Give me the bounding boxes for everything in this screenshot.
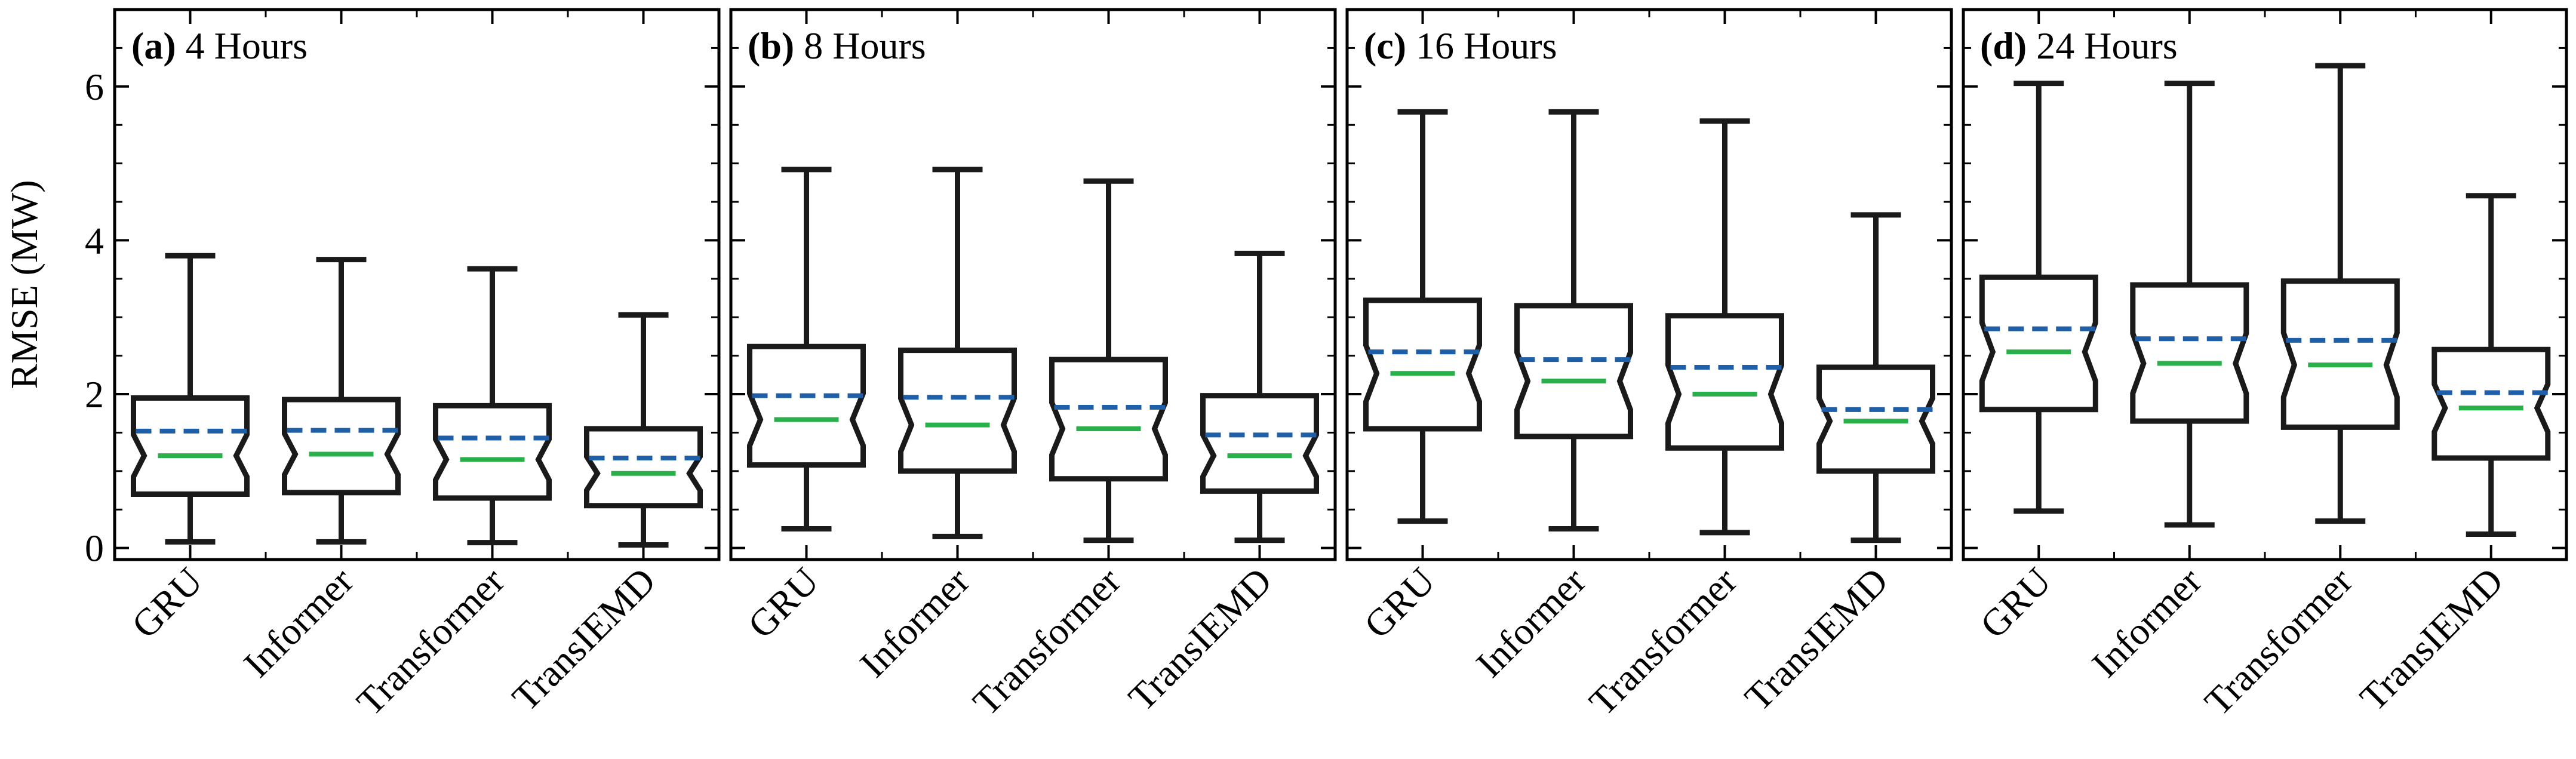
y-tick-label: 0: [85, 527, 104, 570]
y-tick-label: 6: [85, 66, 104, 108]
x-tick-label: GRU: [1972, 560, 2059, 647]
x-tick-label: Informer: [235, 560, 361, 686]
panel-title-text: 24 Hours: [2027, 24, 2177, 67]
x-tick-label: TransIEMD: [2351, 560, 2511, 719]
panel-8-hours: (b) 8 Hours GRU InformerTransformerTransIE…: [729, 8, 1337, 724]
y-axis-label-group: RMSE (MW): [3, 180, 45, 389]
box-informer: Informer: [852, 167, 1017, 686]
panel-title-text: 16 Hours: [1406, 24, 1557, 67]
x-tick-label: Transformer: [1581, 560, 1745, 724]
box-gru: GRU: [1972, 81, 2098, 647]
box-transformer: Transformer: [965, 178, 1168, 724]
x-tick-label: Informer: [2084, 560, 2210, 686]
panel-title: (b) 8 Hours: [748, 24, 926, 67]
panel-title-text: 4 Hours: [176, 24, 308, 67]
box-body: [2280, 278, 2400, 430]
panel-tag: (a): [131, 24, 176, 67]
box-body: [1514, 303, 1633, 440]
box-transformer: Transformer: [1581, 118, 1784, 724]
box-gru: GRU: [1356, 109, 1482, 647]
box-gru: GRU: [740, 167, 866, 647]
box-informer: Informer: [2084, 81, 2249, 686]
panel-16-hours: (c) 16 Hours GRU InformerTransformerTransI…: [1345, 8, 1953, 724]
panel-tag: (c): [1364, 24, 1406, 67]
box-transiemd: TransIEMD: [1736, 212, 1935, 719]
panel-title: (a) 4 Hours: [131, 24, 308, 67]
x-tick-label: GRU: [124, 560, 211, 647]
box-body: [2431, 346, 2551, 461]
x-tick-label: GRU: [1356, 560, 1443, 647]
box-body: [1363, 297, 1482, 432]
x-tick-label: GRU: [740, 560, 827, 647]
panel-title: (d) 24 Hours: [1980, 24, 2178, 67]
panel-title: (c) 16 Hours: [1364, 24, 1557, 67]
x-tick-label: TransIEMD: [1736, 560, 1896, 719]
box-body: [1979, 274, 2098, 413]
box-body: [747, 343, 866, 468]
x-tick-label: Transformer: [2196, 560, 2360, 724]
panel-title-text: 8 Hours: [794, 24, 926, 67]
box-body: [1049, 357, 1168, 482]
y-tick-label: 4: [85, 219, 104, 262]
x-tick-label: Informer: [852, 560, 977, 686]
box-transiemd: TransIEMD: [504, 312, 703, 719]
panel-frame: [113, 8, 721, 561]
panel-frame: [1962, 8, 2568, 561]
box-body: [282, 397, 401, 496]
panel-tag: (d): [1980, 24, 2027, 67]
x-tick-label: Transformer: [349, 560, 513, 724]
box-transformer: Transformer: [2196, 63, 2400, 724]
box-body: [2130, 282, 2249, 424]
box-transiemd: TransIEMD: [1120, 250, 1319, 719]
box-transiemd: TransIEMD: [2351, 193, 2551, 719]
box-informer: Informer: [235, 257, 401, 686]
x-tick-label: Transformer: [965, 560, 1129, 724]
panel-24-hours: (d) 24 Hours GRU InformerTransformerTransI…: [1962, 8, 2568, 724]
panel-4-hours: 0 2 4 6 (a) 4 Hours GRU InformerTransformerTra…: [85, 8, 721, 724]
x-tick-label: Informer: [1468, 560, 1594, 686]
box-body: [898, 348, 1017, 474]
x-tick-label: TransIEMD: [504, 560, 663, 719]
box-body: [1816, 364, 1935, 474]
panel-frame: [1345, 8, 1953, 561]
panel-tag: (b): [748, 24, 794, 67]
box-informer: Informer: [1468, 109, 1633, 686]
y-axis-label: RMSE (MW): [3, 180, 45, 389]
box-body: [1200, 393, 1319, 494]
panel-frame: [729, 8, 1337, 561]
y-tick-label: 2: [85, 373, 104, 416]
box-body: [433, 402, 552, 501]
box-gru: GRU: [124, 253, 250, 647]
box-body: [584, 426, 703, 509]
box-transformer: Transformer: [349, 266, 552, 724]
box-body: [1665, 313, 1784, 451]
box-body: [131, 395, 250, 497]
x-tick-label: TransIEMD: [1120, 560, 1280, 719]
